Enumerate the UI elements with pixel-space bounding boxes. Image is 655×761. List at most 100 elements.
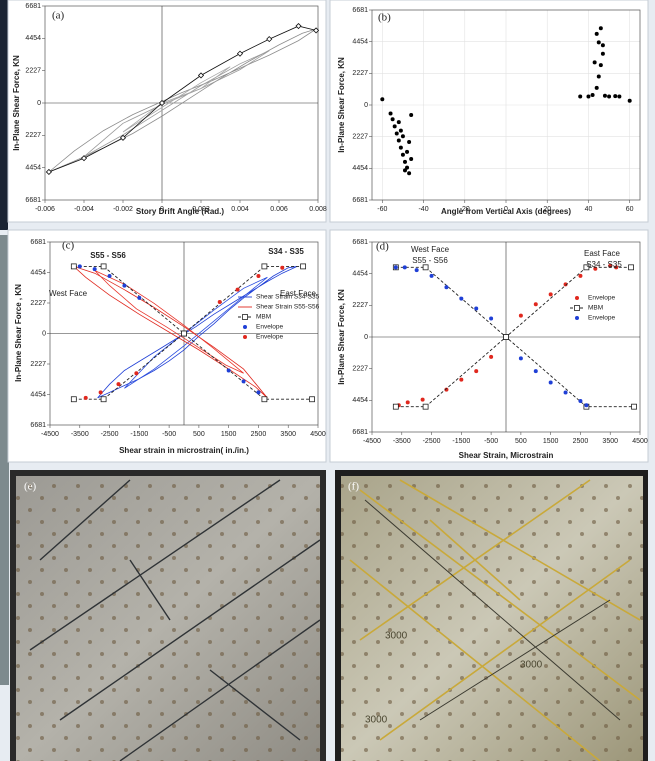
x-tick-label: -500: [484, 438, 498, 445]
marker: [256, 273, 261, 278]
x-tick-label: 0.004: [231, 206, 249, 213]
annotation: S34 - S35: [268, 247, 304, 256]
marker: [563, 282, 568, 287]
legend-label: Shear Strain S55-S56: [256, 304, 320, 311]
y-tick-label: 0: [364, 334, 368, 341]
marker: [594, 85, 599, 90]
x-tick-label: -0.002: [113, 206, 133, 213]
marker: [197, 72, 205, 79]
marker: [402, 265, 407, 270]
marker: [300, 263, 307, 270]
marker: [119, 134, 127, 141]
marker: [77, 264, 82, 269]
marker: [226, 368, 231, 373]
panel: [7, 0, 327, 223]
panel: [7, 229, 327, 463]
marker: [590, 93, 595, 98]
marker: [422, 264, 429, 271]
panel-label: (d): [376, 241, 389, 253]
marker: [474, 306, 479, 311]
marker: [380, 97, 385, 102]
legend-marker: [575, 296, 579, 300]
legend-marker: [242, 314, 248, 320]
marker: [392, 124, 397, 129]
marker: [503, 334, 509, 340]
marker: [598, 26, 603, 31]
legend-marker: [574, 305, 580, 311]
edge-photo: [0, 235, 9, 685]
marker: [280, 265, 285, 270]
legend-label: Envelope: [588, 315, 615, 322]
marker: [261, 396, 268, 403]
marker: [631, 403, 637, 410]
x-axis-label: Shear strain in microstrain( in./in.): [119, 446, 249, 455]
photo-label: (e): [24, 481, 37, 493]
x-tick-label: 0: [160, 206, 164, 213]
photo-note: 3000: [365, 715, 388, 726]
marker: [236, 50, 244, 57]
marker: [533, 369, 538, 374]
marker: [100, 263, 107, 270]
y-tick-label: 2227: [352, 302, 368, 309]
marker: [592, 60, 597, 65]
marker: [100, 396, 107, 403]
panel-label: (a): [52, 10, 65, 22]
legend-label: MBM: [256, 314, 271, 321]
y-tick-label: 4454: [30, 391, 46, 398]
x-tick-label: 4500: [632, 438, 648, 445]
x-axis-label: Shear Strain, Microstrain: [459, 451, 554, 460]
y-tick-label: 6681: [25, 197, 41, 204]
annotation: West Face: [49, 289, 88, 298]
panel: [329, 0, 649, 223]
marker: [256, 390, 261, 395]
panel-label: (b): [378, 12, 391, 24]
marker: [45, 168, 52, 176]
marker: [70, 396, 77, 403]
marker: [400, 152, 405, 157]
marker: [235, 287, 240, 292]
x-tick-label: -3500: [71, 431, 89, 438]
series-line: [94, 270, 244, 374]
marker: [444, 285, 449, 290]
marker: [405, 400, 410, 405]
marker: [563, 390, 568, 395]
y-tick-label: 4454: [352, 165, 368, 172]
x-tick-label: -1500: [130, 431, 148, 438]
photo-f: (f) 3000 3000 3000: [335, 470, 648, 761]
marker: [409, 157, 414, 162]
marker: [312, 27, 320, 34]
x-tick-label: 2500: [573, 438, 589, 445]
marker: [394, 131, 399, 136]
marker: [241, 379, 246, 384]
marker: [392, 403, 399, 410]
photo-note: 3000: [520, 660, 543, 671]
legend-label: Envelope: [256, 334, 283, 341]
marker: [600, 43, 605, 48]
marker: [137, 295, 142, 300]
marker: [596, 74, 601, 79]
marker: [396, 120, 401, 125]
marker: [414, 268, 419, 273]
x-axis-label: Angle from Vertical Axis (degrees): [441, 207, 571, 216]
x-tick-label: 4500: [310, 431, 326, 438]
marker: [596, 40, 601, 45]
marker: [261, 263, 268, 270]
y-tick-label: 6681: [352, 197, 368, 204]
marker: [393, 265, 398, 270]
annotation: West Face: [411, 245, 450, 254]
x-axis-label: Story Drift Angle (Rad.): [136, 207, 224, 216]
x-tick-label: -3500: [393, 438, 411, 445]
marker: [613, 94, 618, 99]
y-tick-label: 4454: [352, 271, 368, 278]
legend-marker: [243, 325, 247, 329]
marker: [533, 302, 538, 307]
marker: [459, 377, 464, 382]
annotation: S55 - S56: [90, 251, 126, 260]
marker: [459, 296, 464, 301]
marker: [107, 273, 112, 278]
photo-note: 3000: [385, 631, 408, 642]
y-tick-label: 0: [42, 330, 46, 337]
x-tick-label: 2500: [251, 431, 267, 438]
annotation: S34 - S35: [586, 260, 622, 269]
y-axis-label: In-Plane Shear Force, KN: [337, 57, 346, 153]
